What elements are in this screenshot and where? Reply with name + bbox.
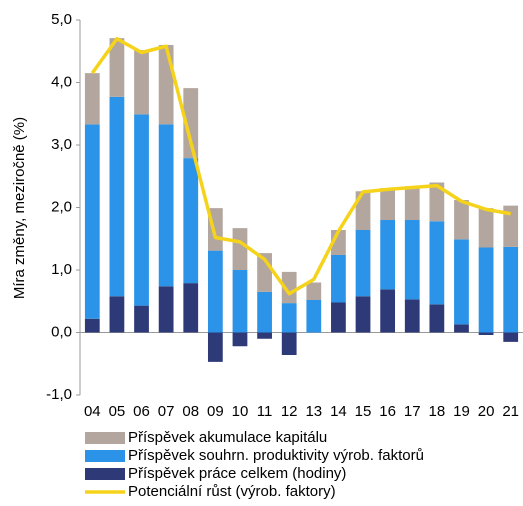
bar-segment: [429, 304, 445, 333]
bar-segment: [207, 250, 223, 333]
bar-segment: [109, 96, 125, 297]
bar-segment: [158, 124, 174, 287]
legend-label: Příspěvek akumulace kapitálu: [128, 429, 327, 446]
x-tick-label: 10: [232, 403, 249, 420]
x-tick-label: 18: [429, 403, 446, 420]
legend-label: Potenciální růst (výrob. faktory): [128, 483, 336, 500]
bar-segment: [331, 255, 346, 303]
bar-segment: [183, 88, 199, 159]
bar-segment: [404, 220, 420, 300]
y-tick-label: 5,0: [51, 11, 72, 28]
bar-segment: [158, 45, 174, 125]
bar-segment: [232, 332, 248, 347]
x-tick-label: 06: [133, 403, 150, 420]
bar-segment: [355, 230, 371, 297]
bar-segment: [478, 247, 494, 333]
x-tick-label: 09: [207, 403, 224, 420]
bar-segment: [232, 270, 248, 333]
bar-segment: [503, 205, 519, 247]
legend-swatch: [85, 468, 125, 480]
y-tick-label: 3,0: [51, 136, 72, 153]
bar-segment: [257, 291, 272, 333]
x-tick-label: 08: [182, 403, 199, 420]
bar-segment: [429, 182, 445, 222]
bar-segment: [404, 186, 420, 220]
bar-segment: [109, 38, 125, 97]
x-tick-label: 20: [478, 403, 495, 420]
bar-segment: [207, 332, 223, 362]
bar-segment: [306, 282, 322, 300]
bar-segment: [134, 114, 149, 306]
bar-segment: [380, 188, 396, 220]
bar-segment: [478, 208, 494, 248]
y-axis-label: Míra změny, meziročně (%): [11, 117, 28, 299]
bar-segment: [281, 332, 297, 355]
y-tick-label: -1,0: [46, 386, 72, 403]
legend-label: Příspěvek souhrn. produktivity výrob. fa…: [128, 447, 424, 464]
x-tick-label: 15: [355, 403, 372, 420]
bar-segment: [109, 296, 125, 333]
x-tick-label: 14: [330, 403, 347, 420]
bar-segment: [281, 271, 297, 304]
bar-segment: [183, 283, 199, 333]
x-tick-label: 21: [502, 403, 519, 420]
bar-segment: [454, 324, 469, 333]
bar-segment: [232, 228, 248, 270]
bar-segment: [503, 332, 519, 342]
bar-segment: [281, 303, 297, 333]
bar-segment: [404, 299, 420, 333]
bar-segment: [454, 200, 469, 240]
bar-segment: [183, 158, 199, 284]
bar-segment: [331, 302, 346, 333]
x-tick-label: 17: [404, 403, 421, 420]
x-tick-label: 07: [158, 403, 175, 420]
bar-segment: [84, 318, 100, 333]
x-tick-label: 13: [305, 403, 322, 420]
bar-segment: [355, 296, 371, 333]
legend-label: Příspěvek práce celkem (hodiny): [128, 465, 346, 482]
x-tick-label: 19: [453, 403, 470, 420]
bar-segment: [306, 300, 322, 333]
line-series: [90, 37, 512, 296]
bar-segment: [84, 73, 100, 125]
bar-segment: [503, 246, 519, 333]
x-tick-label: 12: [281, 403, 298, 420]
y-tick-label: 0,0: [51, 323, 72, 340]
x-tick-label: 11: [257, 403, 273, 420]
y-tick-label: 1,0: [51, 261, 72, 278]
bar-segment: [380, 289, 396, 333]
bar-segment: [134, 50, 149, 115]
legend-swatch: [85, 432, 125, 444]
bar-segment: [134, 305, 149, 333]
bar-segment: [257, 332, 272, 339]
bar-segment: [380, 220, 396, 290]
x-tick-label: 04: [84, 403, 101, 420]
bar-segment: [84, 124, 100, 319]
x-tick-label: 16: [379, 403, 396, 420]
bar-segment: [454, 239, 469, 325]
bar-segment: [429, 221, 445, 305]
legend-swatch: [85, 450, 125, 462]
bar-segment: [478, 332, 494, 335]
y-tick-label: 2,0: [51, 198, 72, 215]
x-tick-label: 05: [109, 403, 126, 420]
y-tick-label: 4,0: [51, 73, 72, 90]
bar-segment: [158, 286, 174, 333]
